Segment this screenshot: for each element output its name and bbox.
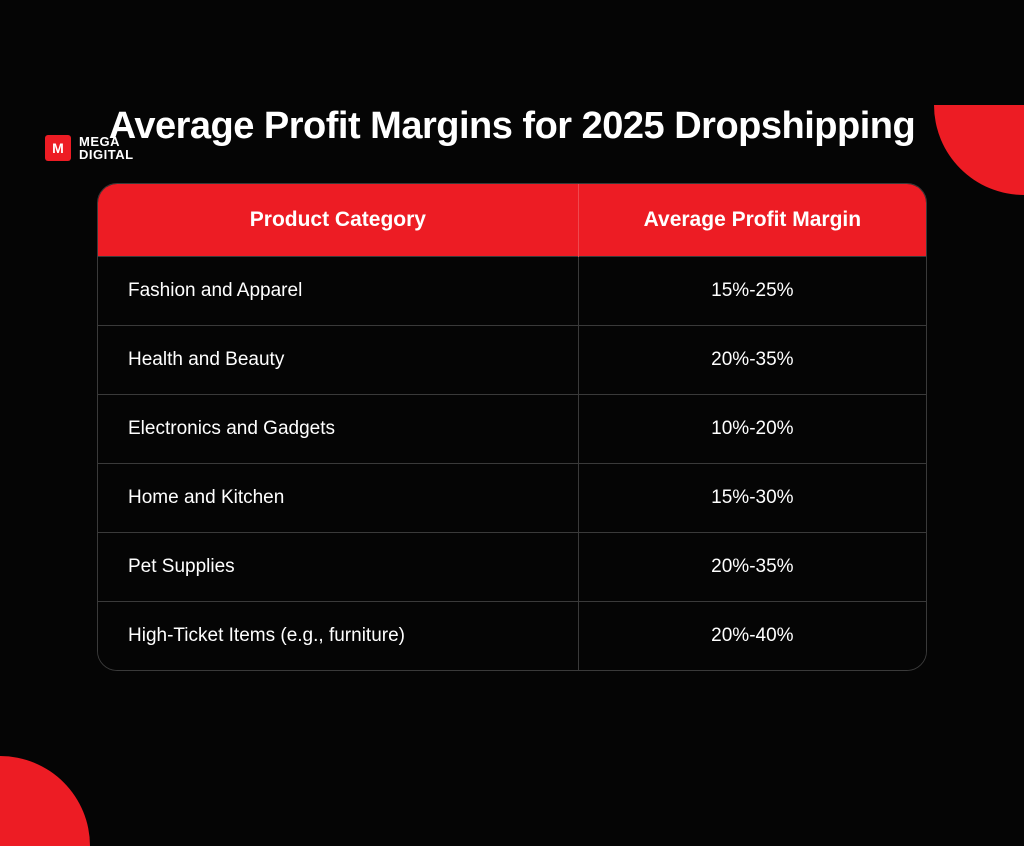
cell-category: High-Ticket Items (e.g., furniture) xyxy=(98,602,578,671)
column-header-category: Product Category xyxy=(98,184,578,257)
column-header-margin: Average Profit Margin xyxy=(578,184,926,257)
cell-category: Home and Kitchen xyxy=(98,464,578,533)
cell-margin: 20%-40% xyxy=(578,602,926,671)
table-header-row: Product Category Average Profit Margin xyxy=(98,184,926,257)
cell-margin: 15%-30% xyxy=(578,464,926,533)
corner-accent-top-right xyxy=(934,105,1024,195)
cell-margin: 20%-35% xyxy=(578,533,926,602)
table-row: Electronics and Gadgets 10%-20% xyxy=(98,395,926,464)
cell-category: Pet Supplies xyxy=(98,533,578,602)
page-title: Average Profit Margins for 2025 Dropship… xyxy=(0,105,1024,148)
cell-margin: 15%-25% xyxy=(578,257,926,326)
table-row: Fashion and Apparel 15%-25% xyxy=(98,257,926,326)
brand-logo-text: MEGA DIGITAL xyxy=(79,135,134,161)
table-row: Health and Beauty 20%-35% xyxy=(98,326,926,395)
profit-margin-table: Product Category Average Profit Margin F… xyxy=(97,183,927,671)
table-row: Pet Supplies 20%-35% xyxy=(98,533,926,602)
cell-category: Health and Beauty xyxy=(98,326,578,395)
corner-accent-bottom-left xyxy=(0,756,90,846)
cell-category: Fashion and Apparel xyxy=(98,257,578,326)
brand-name-line2: DIGITAL xyxy=(79,148,134,161)
table-row: Home and Kitchen 15%-30% xyxy=(98,464,926,533)
brand-logo-icon: M xyxy=(45,135,71,161)
table-row: High-Ticket Items (e.g., furniture) 20%-… xyxy=(98,602,926,671)
cell-margin: 10%-20% xyxy=(578,395,926,464)
cell-margin: 20%-35% xyxy=(578,326,926,395)
brand-logo: M MEGA DIGITAL xyxy=(45,135,134,161)
cell-category: Electronics and Gadgets xyxy=(98,395,578,464)
